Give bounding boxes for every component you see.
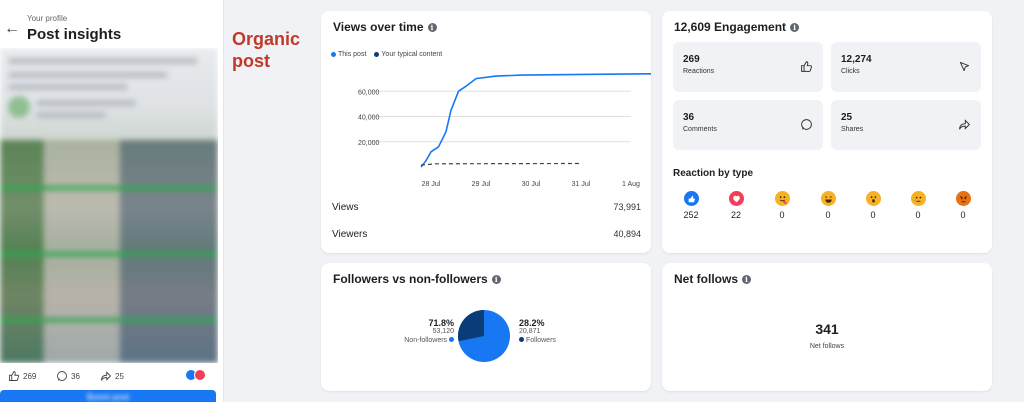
followers-slice: [458, 310, 484, 342]
reaction-wow: 0: [858, 191, 888, 220]
followers-pie-chart: [458, 310, 510, 362]
likes-count: 269: [23, 371, 37, 381]
post-comments[interactable]: 36: [56, 370, 80, 382]
post-insights-panel: ← Your profile Post insights 269: [0, 0, 224, 402]
viewers-label: Viewers: [332, 229, 368, 240]
post-likes[interactable]: 269: [8, 370, 36, 382]
x-tick-label: 28 Jul: [422, 181, 441, 188]
y-tick-label: 40,000: [358, 115, 380, 122]
back-arrow-icon[interactable]: ←: [4, 20, 20, 37]
wow-reaction-icon: [865, 191, 881, 206]
card-title: Views over time i: [333, 20, 437, 34]
share-icon: [101, 371, 112, 381]
views-label: Views: [332, 202, 359, 213]
cursor-icon: [959, 61, 970, 72]
post-action-bar: 269 36 25: [0, 366, 218, 386]
love-reaction-icon: [728, 191, 744, 206]
comments-count: 36: [71, 371, 80, 381]
reaction-care: 0: [767, 191, 797, 220]
legend-typical-content: Your typical content: [374, 51, 442, 58]
views-row: Views 73,991: [332, 202, 641, 213]
like-reaction-icon: [683, 191, 699, 206]
info-icon[interactable]: i: [790, 22, 800, 32]
sad-reaction-icon: [910, 191, 926, 206]
card-title: Net follows i: [674, 272, 752, 286]
share-icon: [959, 119, 971, 130]
net-follows-card: Net follows i 341 Net follows: [662, 263, 992, 391]
x-tick-label: 29 Jul: [472, 181, 491, 188]
typical-content-line: [420, 162, 582, 166]
this-post-line: [420, 72, 651, 168]
angry-reaction-icon: [955, 191, 971, 206]
care-reaction-icon: [774, 191, 790, 206]
post-preview[interactable]: [0, 48, 218, 363]
x-tick-label: 31 Jul: [572, 181, 591, 188]
x-tick-label: 30 Jul: [522, 181, 541, 188]
legend-this-post: This post: [331, 51, 366, 58]
y-tick-label: 20,000: [358, 140, 380, 147]
comments-box[interactable]: 36 Comments: [673, 100, 823, 150]
reaction-by-type-title: Reaction by type: [673, 168, 754, 179]
love-reaction-icon: [194, 369, 206, 381]
net-follows-label: Net follows: [809, 343, 845, 350]
shares-count: 25: [115, 371, 124, 381]
reaction-haha: 0: [813, 191, 843, 220]
views-value: 73,991: [613, 202, 641, 212]
organic-post-annotation: Organic post: [232, 29, 301, 71]
reaction-love: 22: [721, 191, 751, 220]
thumbs-up-icon: [801, 61, 813, 72]
info-icon[interactable]: i: [427, 22, 437, 32]
page-title: Post insights: [27, 26, 122, 43]
haha-reaction-icon: [820, 191, 836, 206]
card-title: 12,609 Engagement i: [674, 20, 800, 34]
reaction-like: 252: [676, 191, 706, 220]
post-shares[interactable]: 25: [100, 370, 124, 382]
thumbs-up-icon: [9, 371, 20, 381]
views-line-chart: 20,000 40,000 60,000 28 Jul 29 Jul 30 Jul 31 J…: [358, 72, 651, 188]
followers-stat: 28.2% 20,871 Followers: [519, 318, 556, 344]
chart-legend: This post Your typical content: [331, 51, 442, 58]
viewers-row: Viewers 40,894: [332, 229, 641, 240]
clicks-box[interactable]: 12,274 Clicks: [831, 42, 981, 92]
x-tick-label: 1 Aug: [622, 181, 640, 188]
shares-box[interactable]: 25 Shares: [831, 100, 981, 150]
comment-icon: [801, 119, 812, 130]
info-icon[interactable]: i: [742, 274, 752, 284]
engagement-card: 12,609 Engagement i 269 Reactions 12,274…: [662, 11, 992, 253]
viewers-value: 40,894: [613, 229, 641, 239]
boost-post-button[interactable]: Boost post: [0, 390, 216, 402]
card-title: Followers vs non-followers i: [333, 272, 501, 286]
reaction-angry: 0: [948, 191, 978, 220]
net-follows-value: 341: [815, 321, 839, 337]
reaction-sad: 0: [903, 191, 933, 220]
non-followers-stat: 71.8% 53,120 Non-followers: [404, 318, 454, 344]
reaction-summary[interactable]: [185, 369, 206, 381]
comment-icon: [57, 371, 67, 381]
views-over-time-card: Views over time i This post Your typical…: [321, 11, 651, 253]
info-icon[interactable]: i: [491, 274, 501, 284]
y-tick-label: 60,000: [358, 89, 380, 96]
reactions-box[interactable]: 269 Reactions: [673, 42, 823, 92]
followers-vs-non-followers-card: Followers vs non-followers i 71.8% 53,12…: [321, 263, 651, 391]
profile-subtitle: Your profile: [27, 14, 68, 23]
